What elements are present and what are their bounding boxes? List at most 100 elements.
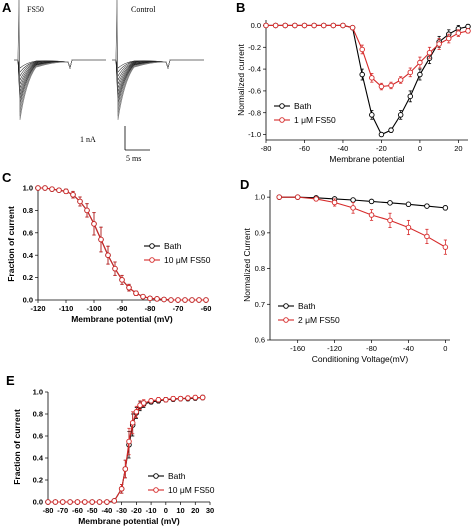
legend-label: Bath (298, 301, 316, 311)
data-point (424, 203, 430, 209)
y-tick-label: 0.9 (255, 228, 265, 237)
data-point (170, 395, 176, 402)
trace-title-fs50: FS50 (27, 5, 44, 14)
x-axis-label: Conditioning Voltage(mV) (312, 354, 409, 364)
panel-label-d: D (240, 177, 249, 192)
data-point (436, 41, 442, 47)
panel-label-b: B (236, 0, 245, 15)
data-point (378, 131, 385, 138)
series-line (266, 24, 469, 88)
legend-marker (149, 243, 155, 249)
legend-label: Bath (294, 101, 312, 111)
data-point (387, 217, 393, 224)
data-point (442, 244, 449, 250)
data-point (147, 295, 153, 302)
data-point (388, 82, 394, 89)
x-tick-label: -40 (101, 506, 112, 515)
panel-label-c: C (2, 170, 12, 185)
data-point (63, 188, 69, 195)
y-tick-label: 1.0 (255, 193, 265, 202)
series-1 (276, 194, 449, 255)
y-tick-label: 0.6 (23, 228, 33, 237)
data-point (455, 30, 462, 36)
legend-marker (283, 303, 289, 309)
x-tick-label: 20 (454, 144, 462, 153)
x-tick-label: -40 (338, 144, 349, 153)
legend-marker (283, 317, 289, 323)
data-point (465, 28, 471, 34)
y-tick-label: 0.0 (251, 21, 261, 30)
data-point (59, 499, 66, 505)
x-tick-label: -60 (201, 304, 212, 313)
data-point (84, 207, 90, 214)
x-tick-label: 0 (164, 506, 168, 515)
y-axis-label: Fraction of current (6, 206, 16, 282)
y-tick-label: 0.4 (23, 251, 34, 260)
data-point (42, 185, 48, 191)
data-point (196, 297, 202, 303)
x-tick-label: -60 (299, 144, 310, 153)
data-point (331, 199, 338, 206)
legend-marker (149, 257, 155, 263)
scale-label-current: 1 nA (80, 135, 96, 144)
legend-label: 10 μM FS50 (168, 485, 215, 495)
data-point (96, 499, 103, 505)
legend-label: Bath (168, 471, 186, 481)
data-point (119, 277, 125, 283)
data-point (301, 22, 308, 29)
y-axis-label: Normalized current (236, 43, 246, 115)
traces-fs50 (14, 0, 106, 121)
legend-label: Bath (164, 241, 182, 251)
panel-label-e: E (6, 373, 15, 388)
trace-title-control: Control (131, 5, 156, 14)
data-point (397, 112, 404, 118)
x-tick-label: -20 (131, 506, 142, 515)
data-point (387, 200, 393, 206)
panel-label-a: A (2, 0, 12, 15)
scale-label-time: 5 ms (126, 154, 141, 163)
legend-label: 2 μM FS50 (298, 315, 340, 325)
data-point (350, 197, 356, 203)
y-tick-label: 0.2 (23, 273, 33, 282)
data-point (105, 252, 111, 258)
legend-marker (279, 103, 285, 109)
series-1 (45, 394, 206, 505)
data-point (98, 236, 104, 243)
data-point (118, 486, 125, 492)
y-axis-label: Normalized Current (242, 228, 252, 302)
data-point (282, 22, 288, 29)
current-trace (14, 0, 106, 121)
panel-e: E -80 -70 -60 -50 -40 -30 -20 -10 0 10 20 30 0.0 0.2 0… (6, 373, 215, 526)
data-point (442, 205, 449, 211)
panel-a: A FS50 Control 1 nA 5 ms (2, 0, 204, 163)
x-axis-label: Membrane potential (329, 154, 404, 164)
x-tick-label: 30 (206, 506, 214, 515)
data-point (67, 499, 73, 505)
legend-marker (153, 487, 159, 493)
x-tick-label: -100 (86, 304, 101, 313)
x-tick-label: 20 (191, 506, 199, 515)
y-tick-label: 1.0 (23, 184, 33, 193)
current-trace (14, 0, 106, 117)
y-tick-label: 0.2 (33, 476, 43, 485)
legend: Bath 1 μM FS50 (274, 101, 336, 125)
data-point (126, 438, 132, 445)
x-tick-label: -30 (116, 506, 127, 515)
y-axis-label: Fraction of current (12, 409, 22, 485)
scale-bar: 1 nA 5 ms (80, 126, 150, 163)
data-point (349, 24, 356, 31)
data-point (368, 198, 375, 205)
data-point (407, 93, 414, 100)
data-point (122, 466, 129, 472)
y-tick-label: -1.0 (248, 130, 261, 139)
data-point (56, 187, 62, 193)
data-point (133, 290, 139, 297)
y-tick-label: -0.4 (248, 65, 261, 74)
data-point (378, 83, 385, 90)
data-point (405, 224, 412, 231)
data-point (203, 297, 209, 303)
data-point (163, 396, 169, 403)
x-tick-label: -80 (261, 144, 272, 153)
data-point (320, 22, 327, 29)
legend-label: 1 μM FS50 (294, 115, 336, 125)
